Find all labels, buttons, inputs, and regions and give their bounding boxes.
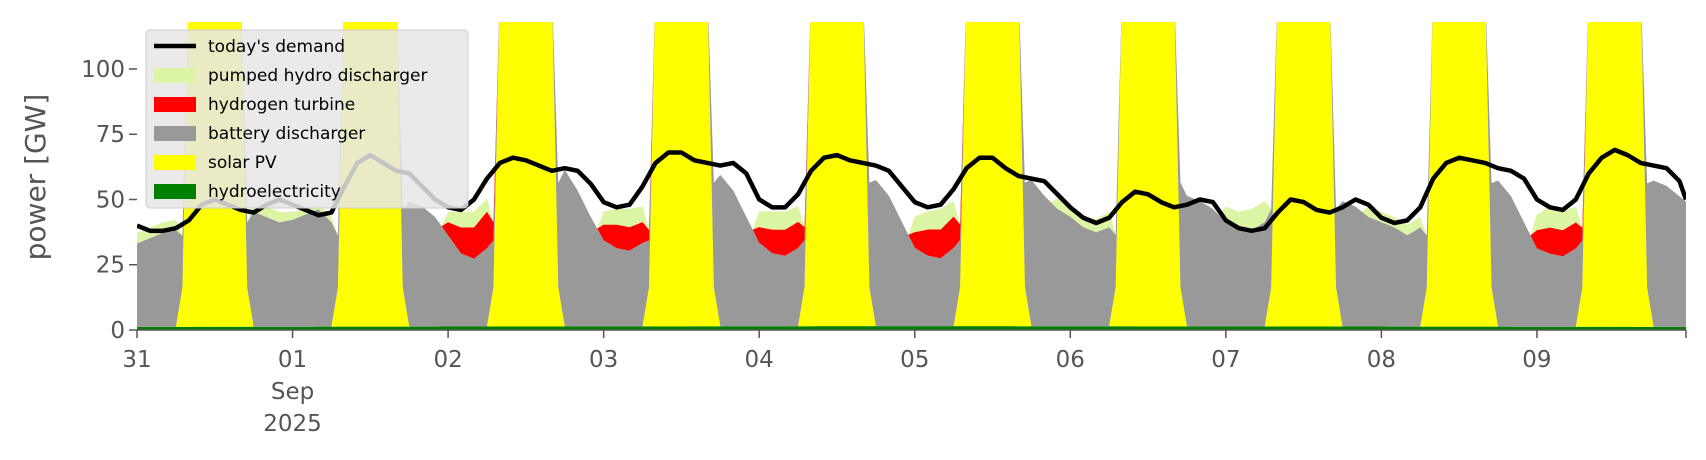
x-tick-label: 05 [900,347,929,373]
legend-label: solar PV [208,153,277,173]
area-solar-pv [137,22,1686,327]
x-tick-label: 31 [122,347,151,373]
y-tick-label: 100 [81,57,125,83]
axes: 0 25 50 75 100 31 01 Sep 2025 02 03 04 05 06 07 08 09 [81,57,1687,437]
y-tick-label: 75 [96,122,125,148]
y-axis-title: power [GW] [19,94,52,261]
area-hydroelectricity [137,326,1686,330]
legend: today's demand pumped hydro discharger hyd… [145,29,469,209]
x-tick-label: Sep [271,379,314,405]
stacked-areas [137,22,1686,330]
y-tick-label: 0 [110,318,125,344]
x-tick-label: 02 [433,347,462,373]
legend-label: pumped hydro discharger [208,66,427,86]
legend-swatch [154,68,196,83]
legend-swatch [154,184,196,199]
legend-label: today's demand [208,37,345,57]
legend-swatch [154,126,196,141]
area-hydrogen-turbine [137,22,1686,259]
x-tick-label: 04 [745,347,774,373]
x-tick-label: 08 [1367,347,1396,373]
legend-label: hydroelectricity [208,182,341,202]
legend-box [145,29,469,209]
x-tick-label: 03 [589,347,618,373]
y-tick-label: 50 [96,187,125,213]
x-tick-label: 01 [278,347,307,373]
x-tick-label: 06 [1056,347,1085,373]
x-tick-label: 07 [1211,347,1240,373]
area-battery-discharger [137,22,1686,327]
legend-swatch [154,155,196,170]
y-tick-label: 25 [96,253,125,279]
legend-swatch [154,97,196,112]
x-tick-label: 09 [1522,347,1551,373]
legend-label: hydrogen turbine [208,95,355,115]
x-tick-label: 2025 [263,411,322,437]
legend-label: battery discharger [208,124,365,144]
